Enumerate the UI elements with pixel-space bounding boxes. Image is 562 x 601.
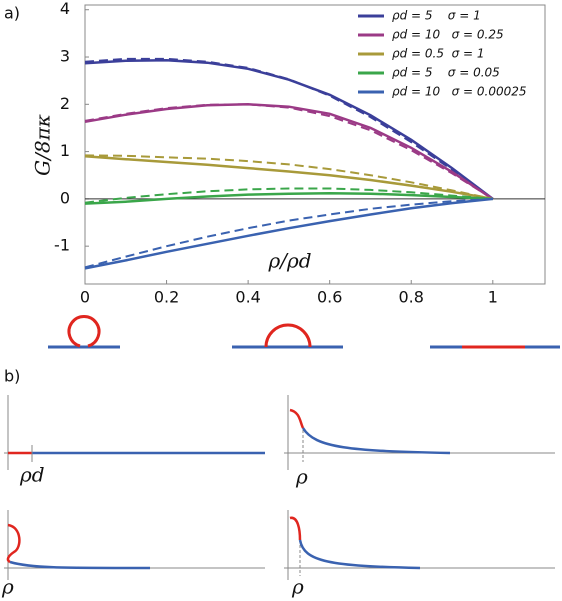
dashed-line	[84, 154, 494, 200]
x-tick-label: 0.6	[317, 288, 342, 307]
x-tick-label: 1	[488, 288, 498, 307]
y-tick-label: 2	[60, 94, 70, 113]
dashed-line	[84, 103, 494, 200]
line	[84, 191, 493, 205]
legend-label: ρd = 10 σ = 0.00025	[392, 85, 527, 99]
legend-label: ρd = 0.5 σ = 1	[392, 47, 485, 61]
sketch-label: ρ	[291, 575, 304, 599]
panel-b-sketches	[4, 395, 555, 580]
panel-label: b)	[4, 367, 20, 386]
x-tick-label: 0.4	[235, 288, 260, 307]
legend-label: ρd = 10 σ = 0.25	[392, 28, 504, 42]
line	[84, 197, 493, 270]
y-tick-label: 0	[60, 188, 70, 207]
line	[84, 59, 494, 200]
dashed-line	[84, 187, 493, 204]
y-tick-label: 1	[60, 141, 70, 160]
legend-label: ρd = 5 σ = 1	[392, 9, 481, 23]
x-tick-label: 0.2	[154, 288, 179, 307]
line	[84, 155, 494, 201]
y-tick-label: 3	[60, 47, 70, 66]
y-tick-label: -1	[54, 236, 70, 255]
sketch-label: ρ	[295, 465, 308, 489]
shape-icons	[48, 315, 560, 349]
sketch-label: ρ	[1, 575, 14, 599]
y-axis-label: G/8πκ	[31, 114, 55, 176]
panel-label: a)	[4, 4, 20, 23]
plot-frame	[84, 4, 546, 285]
legend-label: ρd = 5 σ = 0.05	[392, 66, 500, 80]
x-tick-label: 0.8	[399, 288, 424, 307]
y-tick-label: 4	[60, 0, 70, 18]
line	[84, 103, 494, 200]
sketch-label: ρd	[19, 463, 45, 487]
x-tick-label: 0	[80, 288, 90, 307]
x-axis-label: ρ/ρd	[267, 249, 311, 273]
dashed-line	[84, 197, 493, 269]
